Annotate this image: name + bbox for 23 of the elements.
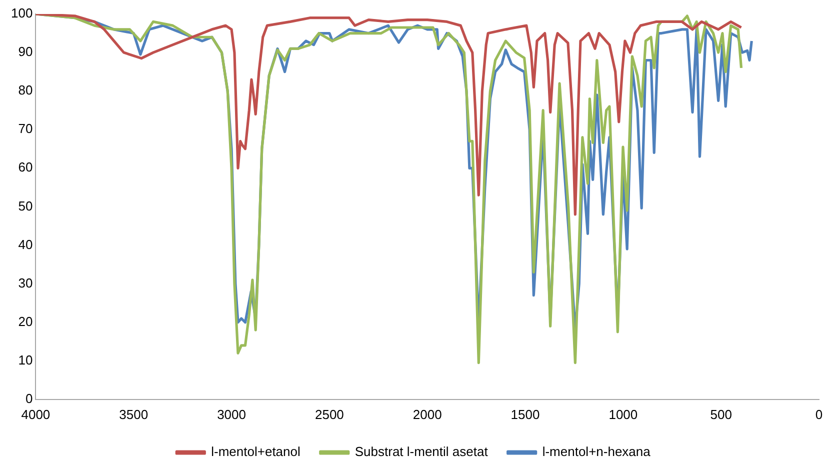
y-tick-label: 40 bbox=[18, 236, 33, 252]
legend-label: Substrat l-mentil asetat bbox=[354, 444, 488, 460]
x-tick-label: 4000 bbox=[21, 406, 50, 422]
x-tick-label: 3000 bbox=[217, 406, 246, 422]
y-tick-label: 0 bbox=[25, 390, 33, 406]
y-tick-label: 60 bbox=[18, 160, 33, 175]
y-tick-label: 20 bbox=[18, 314, 33, 329]
y-tick-label: 10 bbox=[18, 352, 33, 368]
y-tick-label: 90 bbox=[18, 44, 33, 60]
legend-label: l-mentol+etanol bbox=[211, 444, 300, 460]
x-tick-label: 500 bbox=[710, 406, 732, 422]
y-tick-label: 80 bbox=[18, 82, 33, 98]
legend-label: l-mentol+n-hexana bbox=[542, 444, 652, 460]
y-tick-label: 50 bbox=[18, 198, 33, 214]
x-tick-label: 0 bbox=[815, 406, 823, 422]
x-tick-label: 2500 bbox=[314, 406, 344, 422]
x-tick-label: 1500 bbox=[510, 406, 540, 422]
x-tick-label: 2000 bbox=[412, 406, 442, 422]
y-tick-label: 100 bbox=[10, 6, 33, 21]
y-tick-label: 30 bbox=[18, 275, 33, 290]
x-tick-label: 1000 bbox=[608, 406, 638, 422]
y-tick-label: 70 bbox=[18, 121, 33, 136]
x-tick-label: 3500 bbox=[119, 406, 148, 422]
